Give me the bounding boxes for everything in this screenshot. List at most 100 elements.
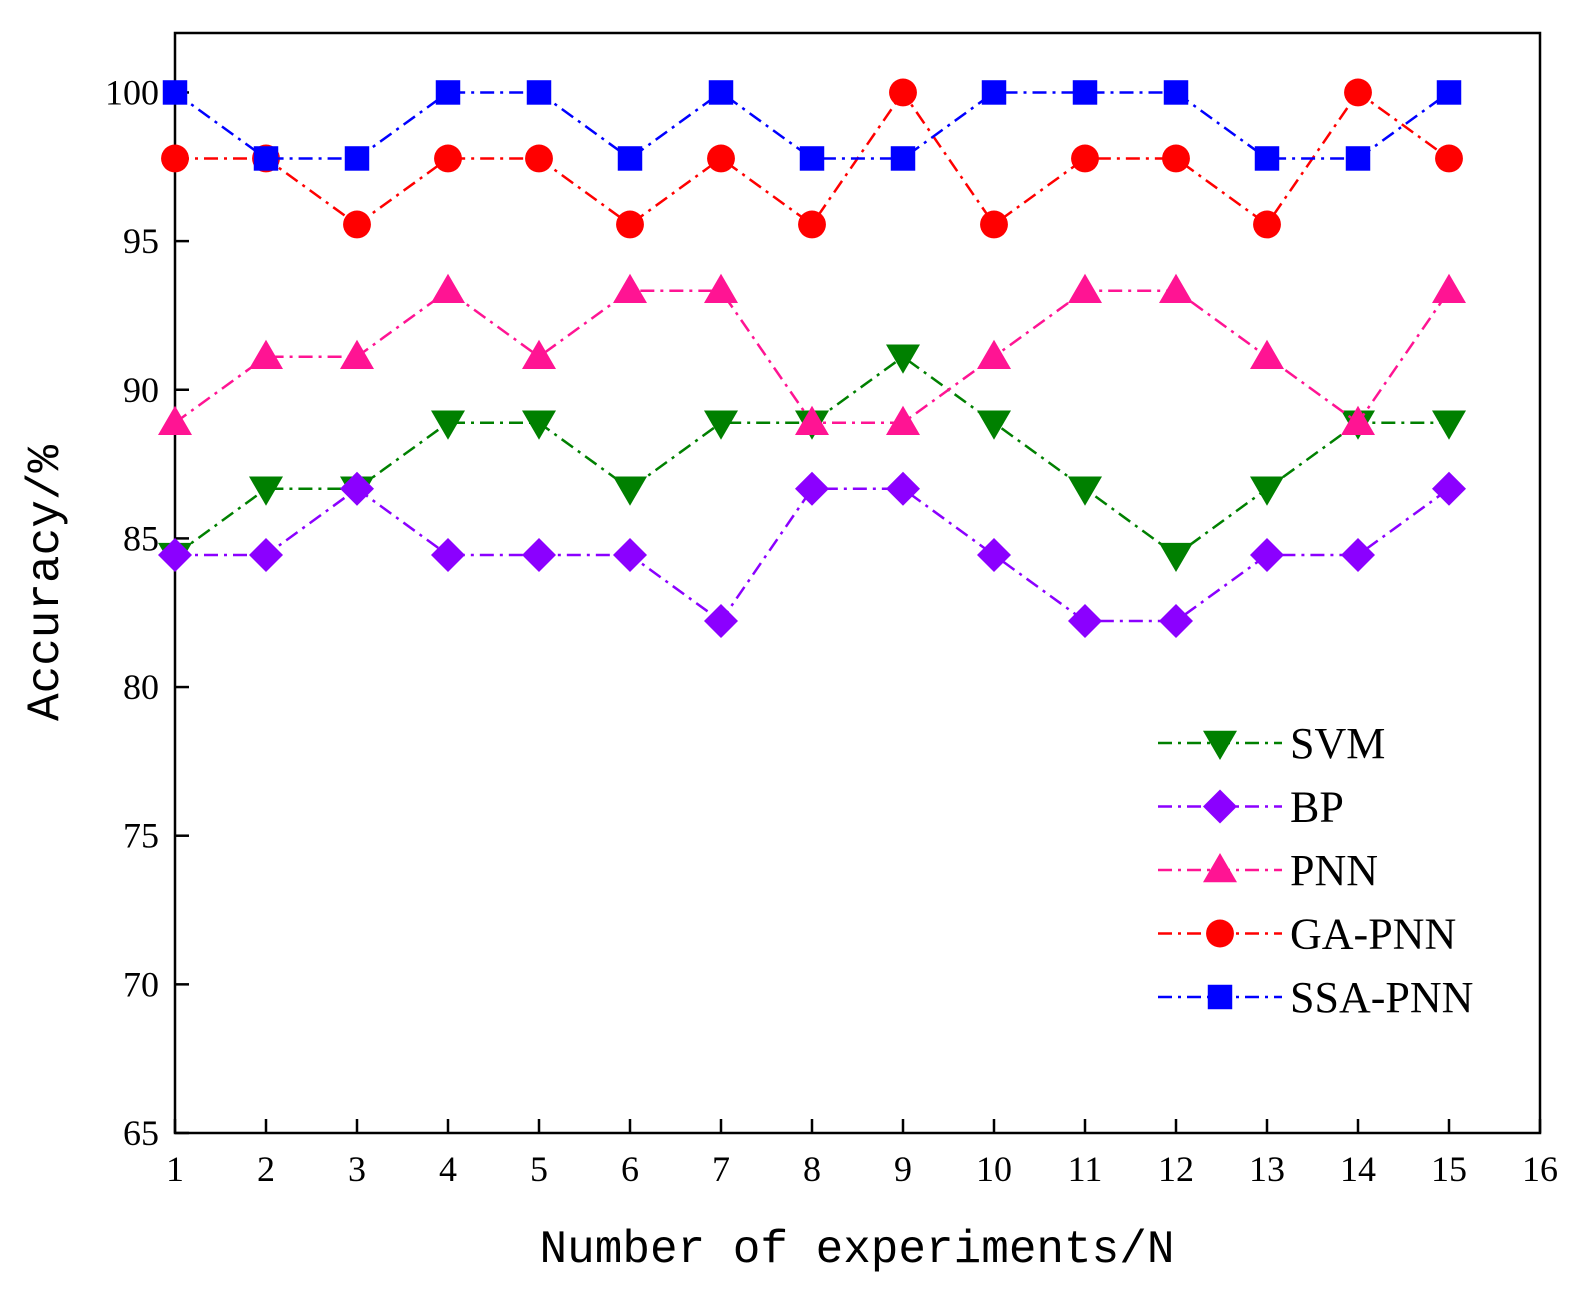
x-tick-label: 1 [166,1149,184,1189]
data-point-ssa-pnn [1436,80,1462,105]
legend-marker [1203,730,1237,760]
data-point-ssa-pnn [708,80,734,105]
series-ga-pnn [161,78,1463,239]
data-point-svm [1250,476,1284,506]
data-point-ga-pnn [1253,210,1281,239]
data-point-svm [522,410,556,440]
data-point-ssa-pnn [890,146,916,171]
legend: SVM BP PNN GA-PNN SSA-PNN [1158,719,1473,1022]
data-point-svm [613,476,647,506]
x-tick-label: 15 [1431,1149,1467,1189]
x-tick-label: 16 [1522,1149,1558,1189]
legend-item-svm: SVM [1158,719,1385,768]
data-point-ssa-pnn [435,80,461,105]
data-point-pnn [613,273,647,303]
x-tick-label: 8 [803,1149,821,1189]
data-point-pnn [704,273,738,303]
legend-label: GA-PNN [1290,910,1456,959]
data-point-ssa-pnn [253,146,279,171]
legend-marker [1207,984,1233,1010]
data-point-bp [1250,538,1284,573]
y-tick-label: 90 [123,370,159,410]
data-point-ssa-pnn [526,80,552,105]
data-point-bp [977,538,1011,573]
legend-label: BP [1290,783,1344,832]
data-point-ssa-pnn [1072,80,1098,105]
x-tick-label: 2 [257,1149,275,1189]
data-point-bp [522,538,556,573]
data-point-ssa-pnn [162,80,188,105]
data-point-svm [977,410,1011,440]
x-tick-label: 3 [348,1149,366,1189]
data-point-ga-pnn [707,144,735,173]
data-point-ga-pnn [161,144,189,173]
y-tick-label: 100 [105,72,159,112]
data-point-svm [1159,542,1193,573]
plot-frame [173,31,1542,1135]
x-tick-label: 13 [1249,1149,1285,1189]
data-point-ga-pnn [980,210,1008,239]
y-axis-ticks: 65 70 75 80 85 90 95 100 [105,72,189,1153]
data-point-ga-pnn [1071,144,1099,173]
data-point-ssa-pnn [1254,146,1280,171]
series-ssa-pnn [162,80,1462,171]
legend-item-ga-pnn: GA-PNN [1158,910,1456,959]
legend-marker [1203,789,1237,824]
legend-label: SSA-PNN [1290,973,1473,1022]
data-point-pnn [977,339,1011,369]
data-point-svm [1068,476,1102,506]
data-point-ssa-pnn [344,146,370,171]
y-tick-label: 75 [123,816,159,856]
data-point-bp [431,538,465,573]
y-tick-label: 65 [123,1113,159,1153]
data-point-bp [886,471,920,506]
data-point-ga-pnn [434,144,462,173]
data-point-bp [613,538,647,573]
data-point-ssa-pnn [1345,146,1371,171]
legend-marker [1206,919,1234,948]
y-tick-label: 70 [123,964,159,1004]
series-bp [158,471,1466,639]
x-tick-label: 5 [530,1149,548,1189]
data-point-ga-pnn [343,210,371,239]
data-point-ga-pnn [889,78,917,107]
data-point-pnn [1068,273,1102,303]
data-point-ga-pnn [525,144,553,173]
y-tick-label: 80 [123,667,159,707]
data-point-pnn [1432,273,1466,303]
data-point-svm [704,410,738,440]
data-point-bp [1159,604,1193,639]
data-point-ga-pnn [616,210,644,239]
data-point-pnn [795,405,829,435]
series-pnn [158,273,1466,435]
legend-item-bp: BP [1158,783,1344,832]
series-line-ga-pnn [175,90,1450,227]
data-point-svm [886,344,920,374]
data-point-bp [795,471,829,506]
data-point-svm [1432,410,1466,440]
series-line-ssa-pnn [174,90,1450,161]
series-line-svm [174,355,1449,557]
data-point-pnn [1159,273,1193,303]
x-tick-label: 6 [621,1149,639,1189]
data-point-pnn [158,405,192,435]
data-point-bp [1341,538,1375,573]
y-tick-label: 95 [123,221,159,261]
x-tick-label: 10 [976,1149,1012,1189]
data-point-ga-pnn [1435,144,1463,173]
data-point-bp [1432,471,1466,506]
data-point-ga-pnn [1162,144,1190,173]
data-point-ssa-pnn [1163,80,1189,105]
data-point-pnn [340,339,374,369]
legend-label: PNN [1290,846,1378,895]
data-point-bp [704,604,738,639]
data-point-ssa-pnn [799,146,825,171]
y-axis-title: Accuracy/% [20,445,72,721]
x-axis-ticks: 1 2 3 4 5 6 7 8 9 10 11 12 13 14 15 16 [166,1119,1558,1189]
series-layer [158,78,1466,639]
data-point-ssa-pnn [617,146,643,171]
data-point-bp [340,471,374,506]
legend-label: SVM [1290,719,1385,768]
data-point-ga-pnn [798,210,826,239]
